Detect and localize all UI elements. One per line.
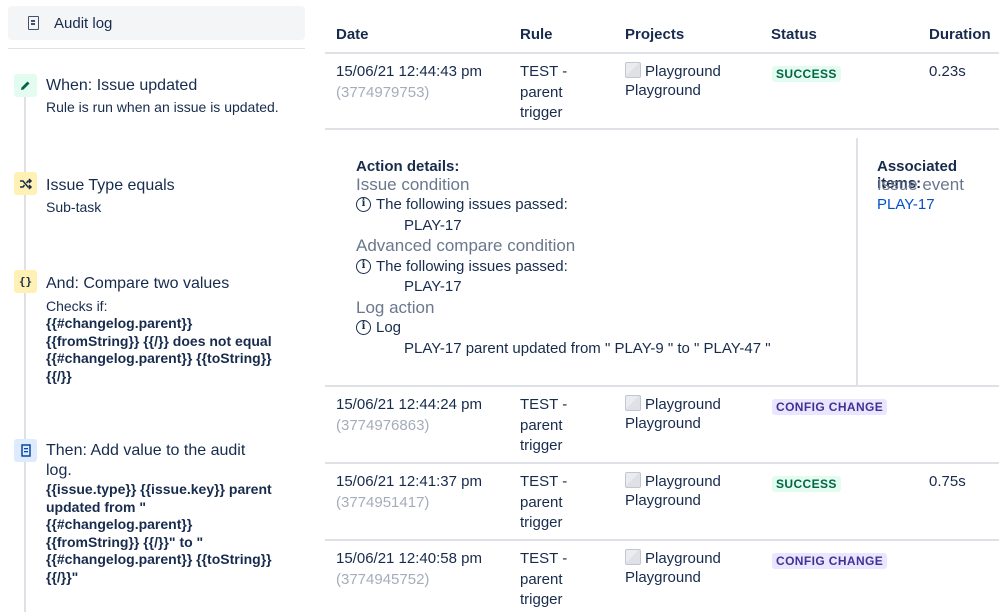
component-code: {{issue.type}} {{issue.key}} parent upda… <box>46 481 272 585</box>
associated-label: Issue event <box>877 175 964 194</box>
row-rule[interactable]: TEST - parent trigger <box>520 62 600 124</box>
row-project[interactable]: Playground Playground <box>625 395 721 433</box>
row-id: (3774945752) <box>336 571 430 588</box>
status-badge: CONFIG CHANGE <box>772 553 888 569</box>
row-date: 15/06/21 12:44:43 pm <box>336 63 482 80</box>
row-id: (3774976863) <box>336 417 430 434</box>
row-id: (3774951417) <box>336 494 430 511</box>
section-line-text: The following issues passed: <box>376 258 568 275</box>
section-line: i Log <box>356 319 401 336</box>
project-alt-text: Playground <box>645 63 721 80</box>
row-duration: 0.75s <box>929 473 966 490</box>
section-title: Issue condition <box>356 175 470 194</box>
project-avatar-icon <box>625 472 641 488</box>
section-value: PLAY-17 <box>404 278 462 295</box>
project-name: Playground <box>625 492 701 509</box>
row-id: (3774979753) <box>336 84 430 101</box>
project-name: Playground <box>625 82 701 99</box>
document-icon <box>28 16 39 30</box>
section-line-text: Log <box>376 319 402 336</box>
column-header-duration[interactable]: Duration <box>929 26 991 43</box>
info-icon: i <box>356 197 371 212</box>
section-line-text: The following issues passed: <box>376 196 568 213</box>
section-title: Log action <box>356 298 435 317</box>
row-duration: 0.23s <box>929 63 966 80</box>
rule-line: parent <box>520 416 563 434</box>
rule-line: parent <box>520 83 563 101</box>
divider <box>8 48 305 49</box>
project-alt-text: Playground <box>645 396 721 413</box>
row-rule[interactable]: TEST - parent trigger <box>520 395 600 457</box>
braces-icon: {} <box>14 270 37 293</box>
shuffle-icon <box>14 172 37 195</box>
project-name: Playground <box>625 415 701 432</box>
component-subtitle: Checks if: <box>46 298 108 314</box>
project-avatar-icon <box>625 549 641 565</box>
component-title: Issue Type equals <box>46 177 175 194</box>
rule-line: TEST - <box>520 473 568 490</box>
row-project[interactable]: Playground Playground <box>625 62 721 100</box>
row-project[interactable]: Playground Playground <box>625 472 721 510</box>
section-value: PLAY-17 <box>404 217 462 234</box>
row-rule[interactable]: TEST - parent trigger <box>520 549 600 611</box>
rule-line: TEST - <box>520 550 568 567</box>
rule-components-panel: Audit log When: Issue updated Rule is ru… <box>0 0 315 612</box>
project-avatar-icon <box>625 395 641 411</box>
column-header-date[interactable]: Date <box>336 26 369 43</box>
timeline-line <box>24 95 26 612</box>
row-divider <box>325 385 999 387</box>
status-badge: CONFIG CHANGE <box>772 399 888 415</box>
section-line: i The following issues passed: <box>356 258 568 275</box>
row-divider <box>325 462 999 464</box>
row-date: 15/06/21 12:40:58 pm <box>336 550 482 567</box>
row-divider <box>325 539 999 541</box>
component-title: When: Issue updated <box>46 77 198 94</box>
component-subtitle: Sub-task <box>46 199 102 215</box>
rule-line: trigger <box>520 104 563 121</box>
action-details-heading: Action details: <box>356 158 460 175</box>
row-details-panel: Action details: Issue condition i The fol… <box>325 130 999 385</box>
header-divider <box>325 52 999 54</box>
rule-line: parent <box>520 570 563 588</box>
column-header-rule[interactable]: Rule <box>520 26 553 43</box>
project-alt-text: Playground <box>645 550 721 567</box>
row-divider <box>325 128 999 130</box>
rule-line: trigger <box>520 591 563 608</box>
row-project[interactable]: Playground Playground <box>625 549 721 587</box>
info-icon: i <box>356 259 371 274</box>
project-alt-text: Playground <box>645 473 721 490</box>
component-title: And: Compare two values <box>46 275 230 292</box>
audit-log-table: Date Rule Projects Status Duration 15/06… <box>325 0 999 612</box>
associated-items-heading: Associated items: <box>877 158 958 192</box>
row-date: 15/06/21 12:41:37 pm <box>336 473 482 490</box>
details-divider <box>856 138 858 385</box>
document-icon <box>14 439 37 462</box>
audit-log-button[interactable]: Audit log <box>8 6 305 40</box>
rule-line: TEST - <box>520 396 568 413</box>
pencil-icon <box>14 74 37 97</box>
column-header-projects[interactable]: Projects <box>625 26 685 43</box>
info-icon: i <box>356 320 371 335</box>
associated-issue-link[interactable]: PLAY-17 <box>877 196 935 213</box>
column-header-status[interactable]: Status <box>771 26 817 43</box>
component-title-line1: Then: Add value to the audit <box>46 442 246 459</box>
rule-line: trigger <box>520 514 563 531</box>
audit-log-label: Audit log <box>54 15 113 32</box>
section-value: PLAY-17 parent updated from " PLAY-9 " t… <box>404 340 771 357</box>
component-title-line2: log. <box>46 462 72 479</box>
status-badge: SUCCESS <box>772 476 841 492</box>
status-badge: SUCCESS <box>772 66 841 82</box>
row-date: 15/06/21 12:44:24 pm <box>336 396 482 413</box>
project-avatar-icon <box>625 62 641 78</box>
project-name: Playground <box>625 569 701 586</box>
rule-line: trigger <box>520 437 563 454</box>
section-title: Advanced compare condition <box>356 236 576 255</box>
rule-line: parent <box>520 493 563 511</box>
component-code: {{#changelog.parent}} {{fromString}} {{/… <box>46 315 272 384</box>
component-subtitle: Rule is run when an issue is updated. <box>46 99 279 115</box>
section-line: i The following issues passed: <box>356 196 568 213</box>
rule-line: TEST - <box>520 63 568 80</box>
row-rule[interactable]: TEST - parent trigger <box>520 472 600 534</box>
